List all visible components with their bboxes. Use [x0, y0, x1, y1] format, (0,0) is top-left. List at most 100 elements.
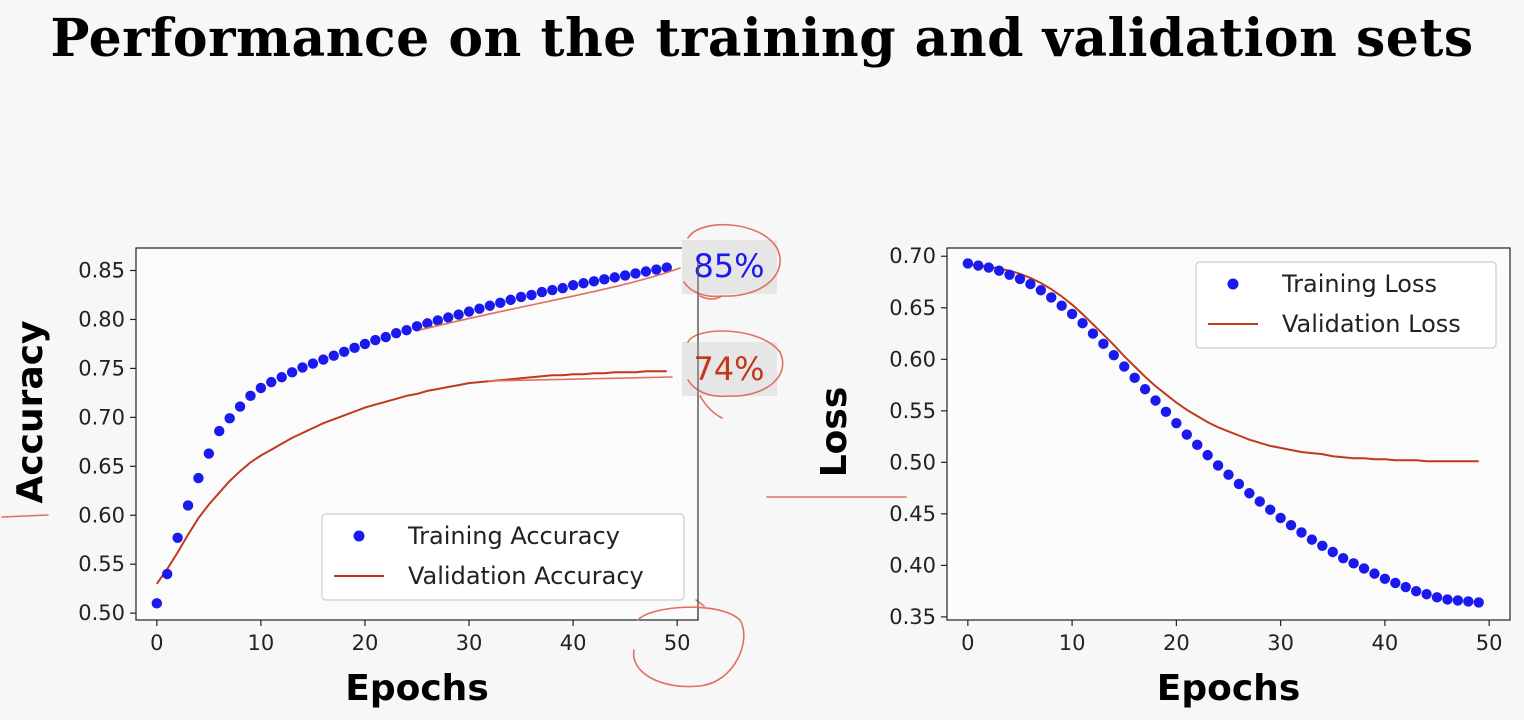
x-tick-label: 50 — [1476, 631, 1503, 655]
data-point — [1056, 300, 1067, 311]
data-point — [588, 276, 600, 287]
y-tick-label: 0.85 — [78, 259, 125, 283]
y-tick-label: 0.45 — [889, 502, 936, 526]
ink-stroke — [487, 376, 673, 382]
data-point — [983, 262, 994, 273]
data-point — [1098, 338, 1109, 350]
data-point — [1066, 308, 1078, 320]
data-point — [495, 297, 506, 309]
data-point — [162, 568, 173, 580]
data-point — [297, 362, 308, 373]
data-point — [463, 306, 475, 317]
annotation-74: 74% — [693, 350, 764, 388]
data-point — [224, 413, 235, 424]
data-point — [214, 425, 225, 437]
x-axis-title: Epochs — [1157, 668, 1301, 709]
data-point — [1212, 460, 1224, 471]
data-point — [547, 284, 558, 296]
legend-marker — [353, 530, 365, 542]
data-point — [1390, 577, 1401, 589]
x-tick-label: 20 — [1163, 631, 1190, 655]
ink-stroke — [419, 267, 681, 331]
ink-stroke — [1, 514, 49, 518]
y-tick-label: 0.50 — [889, 450, 936, 474]
data-point — [1192, 439, 1203, 451]
data-point — [318, 354, 329, 365]
legend-label: Training Accuracy — [407, 522, 620, 550]
series-line-validation-accuracy — [155, 370, 667, 585]
y-tick-label: 0.75 — [78, 356, 125, 380]
x-tick-label: 0 — [961, 631, 974, 655]
data-point — [401, 325, 412, 336]
ink-stroke — [695, 599, 705, 607]
x-tick-label: 10 — [248, 631, 275, 655]
y-tick-label: 0.55 — [78, 552, 125, 576]
data-point — [993, 265, 1005, 276]
data-point — [1452, 595, 1464, 606]
data-point — [1463, 596, 1474, 607]
ink-stroke — [699, 395, 723, 419]
data-point — [1046, 292, 1057, 303]
x-tick-label: 10 — [1059, 631, 1086, 655]
data-point — [1348, 558, 1359, 569]
data-point — [1254, 496, 1265, 507]
data-point — [1014, 273, 1026, 285]
data-point — [1327, 546, 1338, 558]
data-point — [1119, 361, 1130, 372]
data-point — [432, 315, 444, 326]
data-point — [1400, 581, 1411, 593]
data-point — [640, 266, 652, 277]
x-tick-label: 40 — [1372, 631, 1399, 655]
data-point — [1265, 504, 1276, 515]
data-point — [1285, 519, 1297, 531]
data-point — [567, 280, 579, 291]
y-axis-title: Loss — [814, 387, 855, 478]
data-point — [1035, 285, 1047, 296]
data-point — [536, 286, 548, 298]
y-tick-label: 0.40 — [889, 553, 936, 577]
data-point — [557, 282, 568, 294]
data-point — [1379, 573, 1391, 584]
data-point — [973, 260, 984, 271]
y-tick-label: 0.65 — [889, 296, 936, 320]
data-point — [1421, 589, 1432, 600]
x-tick-label: 0 — [150, 631, 163, 655]
data-point — [338, 346, 350, 357]
data-point — [505, 294, 516, 306]
data-point — [651, 264, 662, 275]
data-point — [1306, 534, 1318, 545]
y-tick-label: 0.65 — [78, 454, 125, 478]
legend-label: Validation Accuracy — [408, 562, 644, 590]
data-point — [599, 274, 610, 285]
y-tick-label: 0.60 — [78, 503, 125, 527]
data-point — [276, 372, 287, 383]
data-point — [1369, 568, 1380, 579]
data-point — [1181, 429, 1192, 440]
data-point — [380, 331, 391, 343]
data-point — [1244, 488, 1255, 499]
data-point — [484, 300, 496, 311]
data-point — [962, 258, 974, 269]
x-axis-title: Epochs — [345, 668, 489, 709]
data-point — [1442, 594, 1453, 605]
data-point — [619, 270, 631, 281]
ink-stroke — [632, 606, 745, 688]
data-point — [661, 262, 672, 273]
data-point — [359, 338, 371, 350]
series-line-validation-loss — [967, 263, 1479, 463]
x-tick-label: 20 — [352, 631, 379, 655]
data-point — [630, 268, 641, 279]
ink-stroke — [687, 330, 784, 398]
x-tick-label: 40 — [560, 631, 587, 655]
ink-stroke — [699, 295, 723, 300]
x-tick-label: 50 — [664, 631, 691, 655]
y-axis-title: Accuracy — [10, 320, 51, 503]
data-point — [1275, 512, 1286, 524]
data-point — [1202, 449, 1213, 461]
data-point — [203, 448, 215, 459]
data-point — [1025, 278, 1036, 290]
data-point — [578, 278, 589, 289]
y-tick-label: 0.80 — [78, 307, 125, 331]
data-point — [453, 309, 464, 320]
